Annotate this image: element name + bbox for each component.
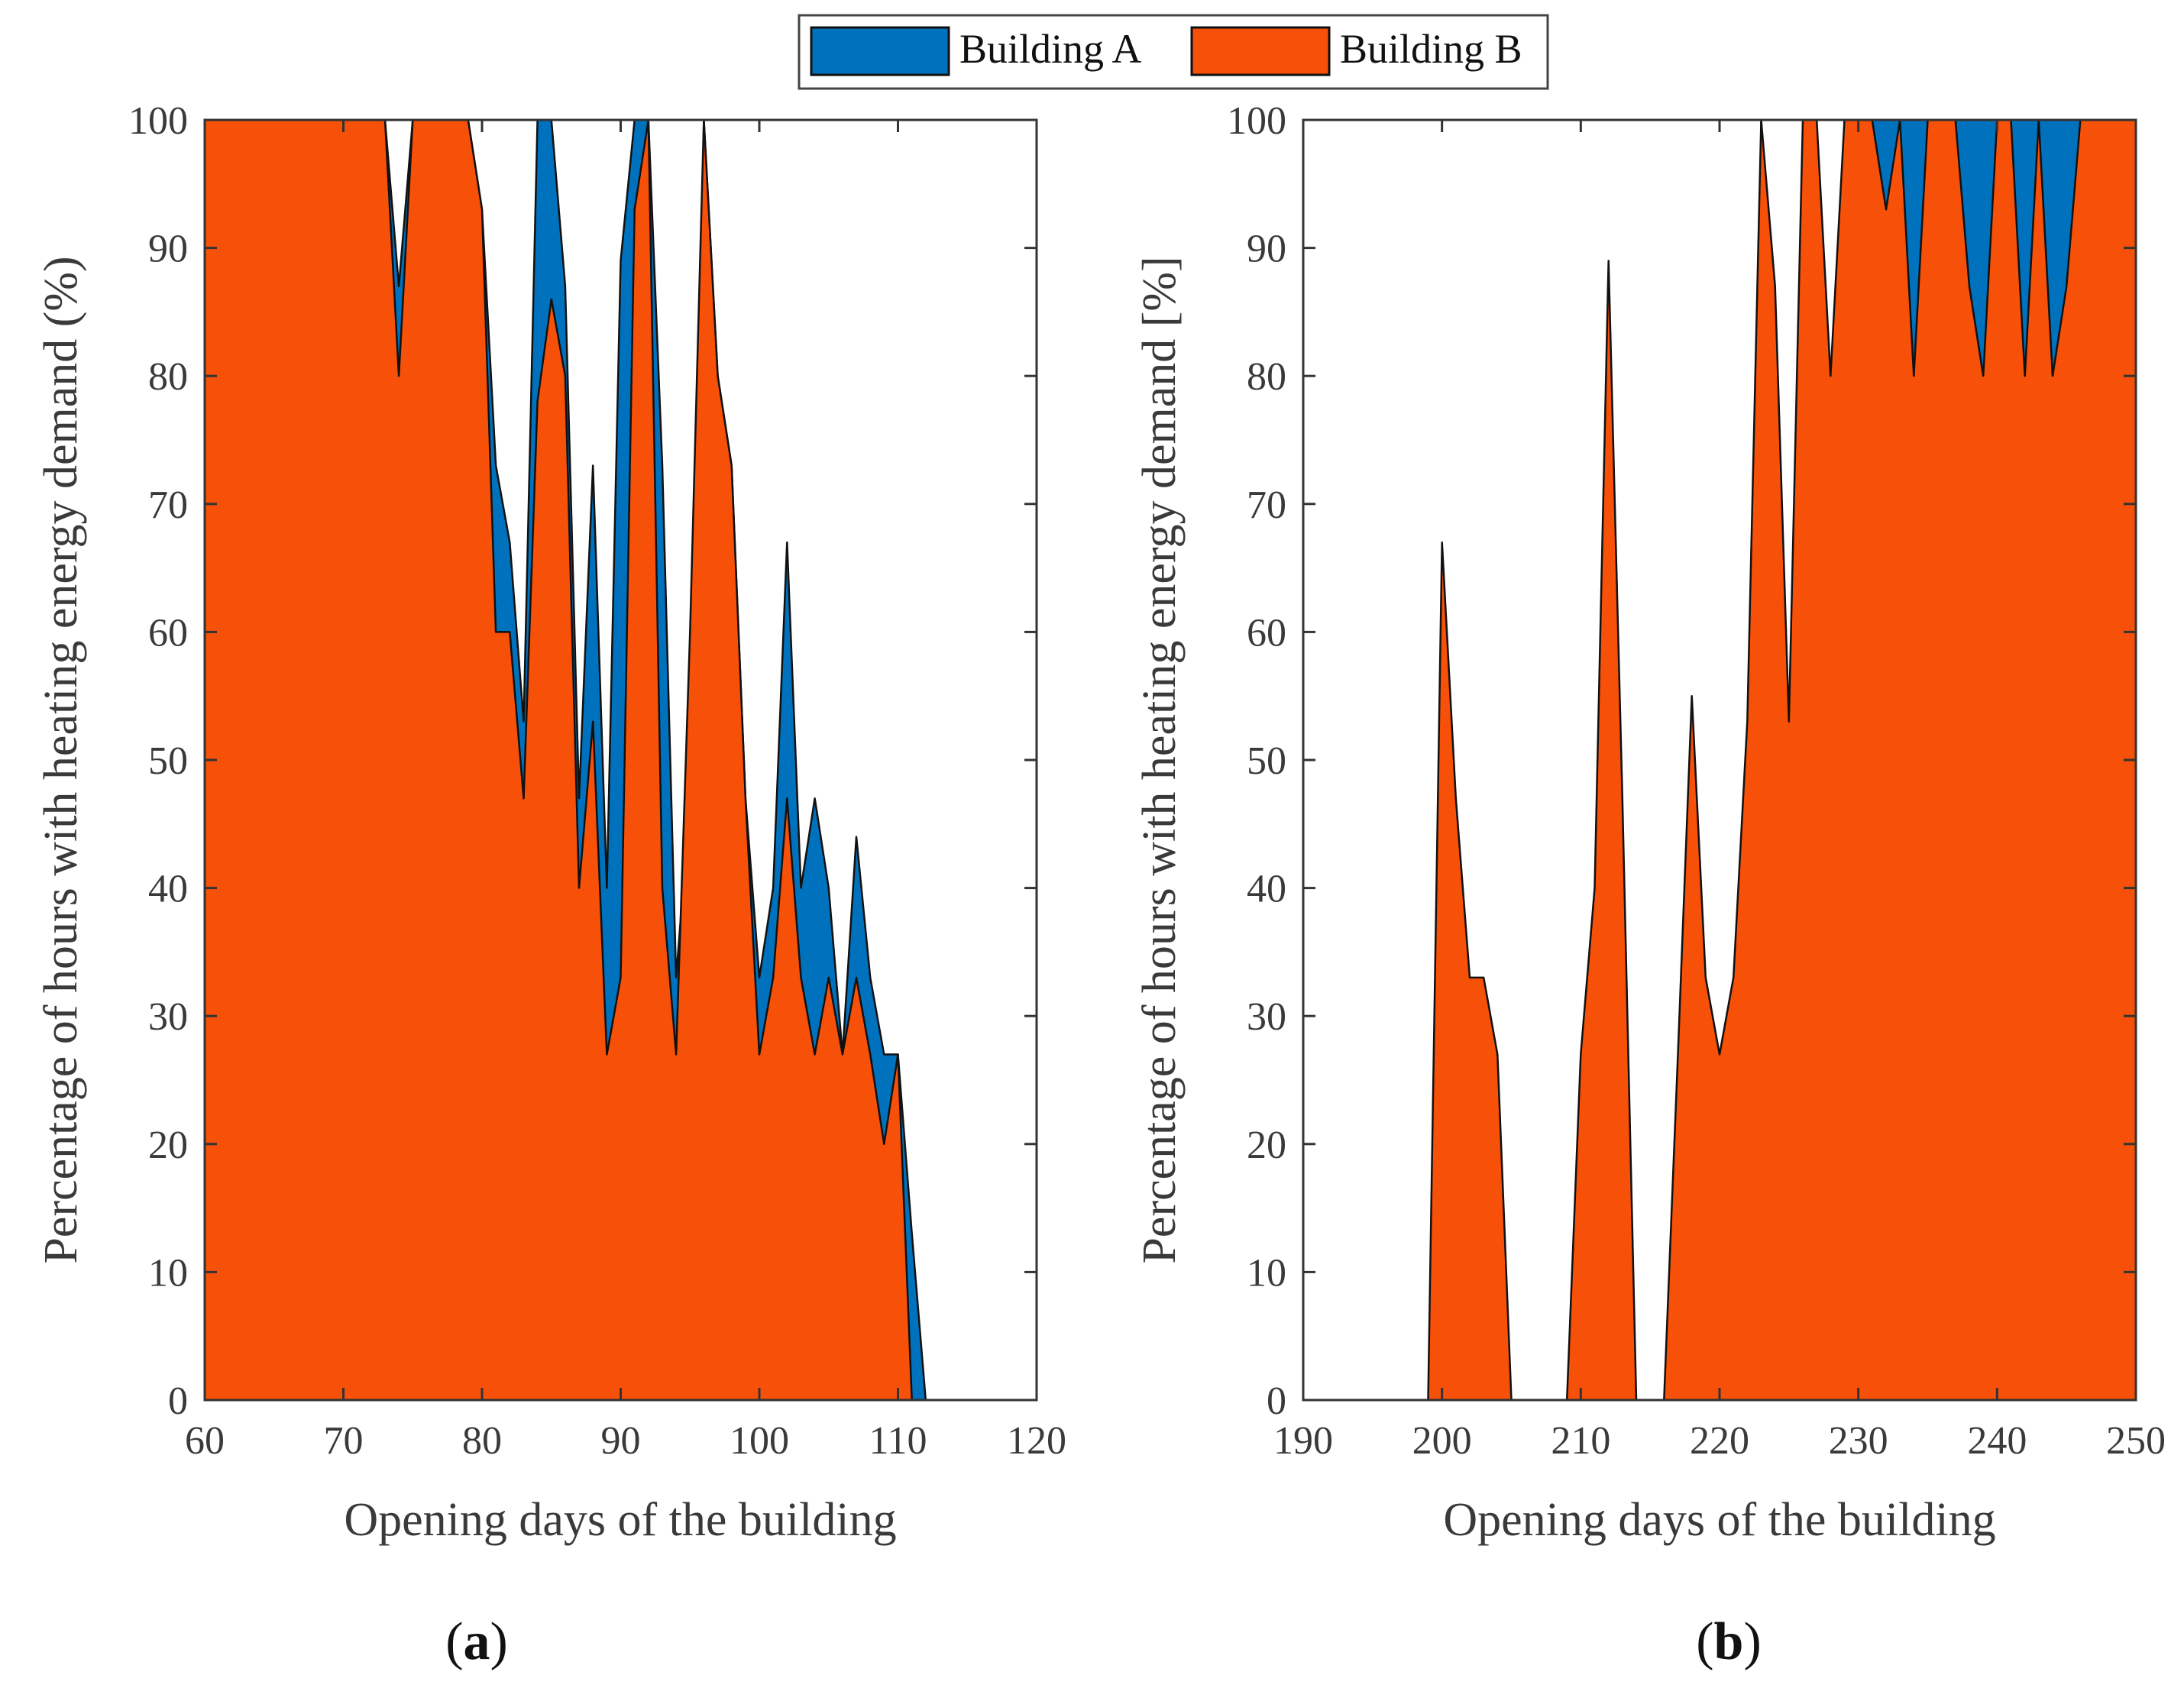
y-tick-label-b: 70 xyxy=(1247,483,1286,527)
chart-panel-b: 190 200 210 220 230 240 250 0 10 20 30 40 50 60 70 80 90… xyxy=(1134,99,2166,1671)
y-tick-label-a: 40 xyxy=(148,868,188,911)
y-tick-label-a: 70 xyxy=(148,483,188,527)
x-tick-label-b: 220 xyxy=(1690,1419,1749,1463)
legend-swatch-building-a xyxy=(810,26,950,76)
y-tick-label-b: 100 xyxy=(1227,99,1286,143)
y-tick-label-b: 0 xyxy=(1267,1379,1286,1423)
y-tick-label-a: 50 xyxy=(148,739,188,783)
x-tick-label-b: 240 xyxy=(1967,1419,2027,1463)
legend: Building A Building B xyxy=(798,14,1549,90)
y-tick-label-b: 60 xyxy=(1247,611,1286,655)
x-tick-label-b: 230 xyxy=(1829,1419,1888,1463)
x-tick-label-a: 120 xyxy=(1007,1419,1066,1463)
y-axis-label-b: Percentage of hours with heating energy … xyxy=(1134,256,1186,1263)
x-tick-label-b: 200 xyxy=(1412,1419,1472,1463)
x-axis-label-b: Opening days of the building xyxy=(1443,1494,1995,1546)
x-tick-label-a: 80 xyxy=(462,1419,502,1463)
y-tick-label-b: 80 xyxy=(1247,355,1286,399)
y-tick-label-a: 10 xyxy=(148,1251,188,1295)
x-tick-label-a: 90 xyxy=(601,1419,641,1463)
y-tick-label-b: 30 xyxy=(1247,995,1286,1039)
x-axis-label-a: Opening days of the building xyxy=(344,1494,896,1546)
area-building-b-b xyxy=(1302,118,2137,1402)
x-tick-label-a: 70 xyxy=(324,1419,364,1463)
y-tick-label-a: 60 xyxy=(148,611,188,655)
panel-label-b: (b) xyxy=(1696,1612,1762,1671)
y-tick-label-b: 50 xyxy=(1247,739,1286,783)
y-tick-label-a: 80 xyxy=(148,355,188,399)
legend-swatch-building-b xyxy=(1190,26,1331,76)
y-axis-label-a: Percentage of hours with heating energy … xyxy=(35,256,87,1263)
x-tick-label-b: 250 xyxy=(2106,1419,2166,1463)
panel-label-a: (a) xyxy=(445,1612,508,1671)
y-tick-label-a: 30 xyxy=(148,995,188,1039)
x-tick-label-a: 100 xyxy=(730,1419,789,1463)
chart-panel-a: 60 70 80 90 100 110 1200102030405060708090100 … xyxy=(35,99,1066,1671)
x-tick-label-a: 110 xyxy=(869,1419,927,1463)
y-tick-label-a: 90 xyxy=(148,228,188,271)
y-tick-label-a: 100 xyxy=(128,99,188,143)
y-tick-label-a: 0 xyxy=(168,1379,188,1423)
y-tick-label-b: 20 xyxy=(1247,1124,1286,1167)
legend-label-building-b: Building B xyxy=(1340,26,1522,72)
y-tick-label-b: 90 xyxy=(1247,228,1286,271)
y-tick-label-b: 10 xyxy=(1247,1251,1286,1295)
x-tick-label-b: 210 xyxy=(1551,1419,1610,1463)
x-tick-label-b: 190 xyxy=(1273,1419,1333,1463)
legend-label-building-a: Building A xyxy=(959,26,1142,72)
y-tick-label-a: 20 xyxy=(148,1124,188,1167)
y-tick-label-b: 40 xyxy=(1247,868,1286,911)
x-tick-label-a: 60 xyxy=(185,1419,225,1463)
